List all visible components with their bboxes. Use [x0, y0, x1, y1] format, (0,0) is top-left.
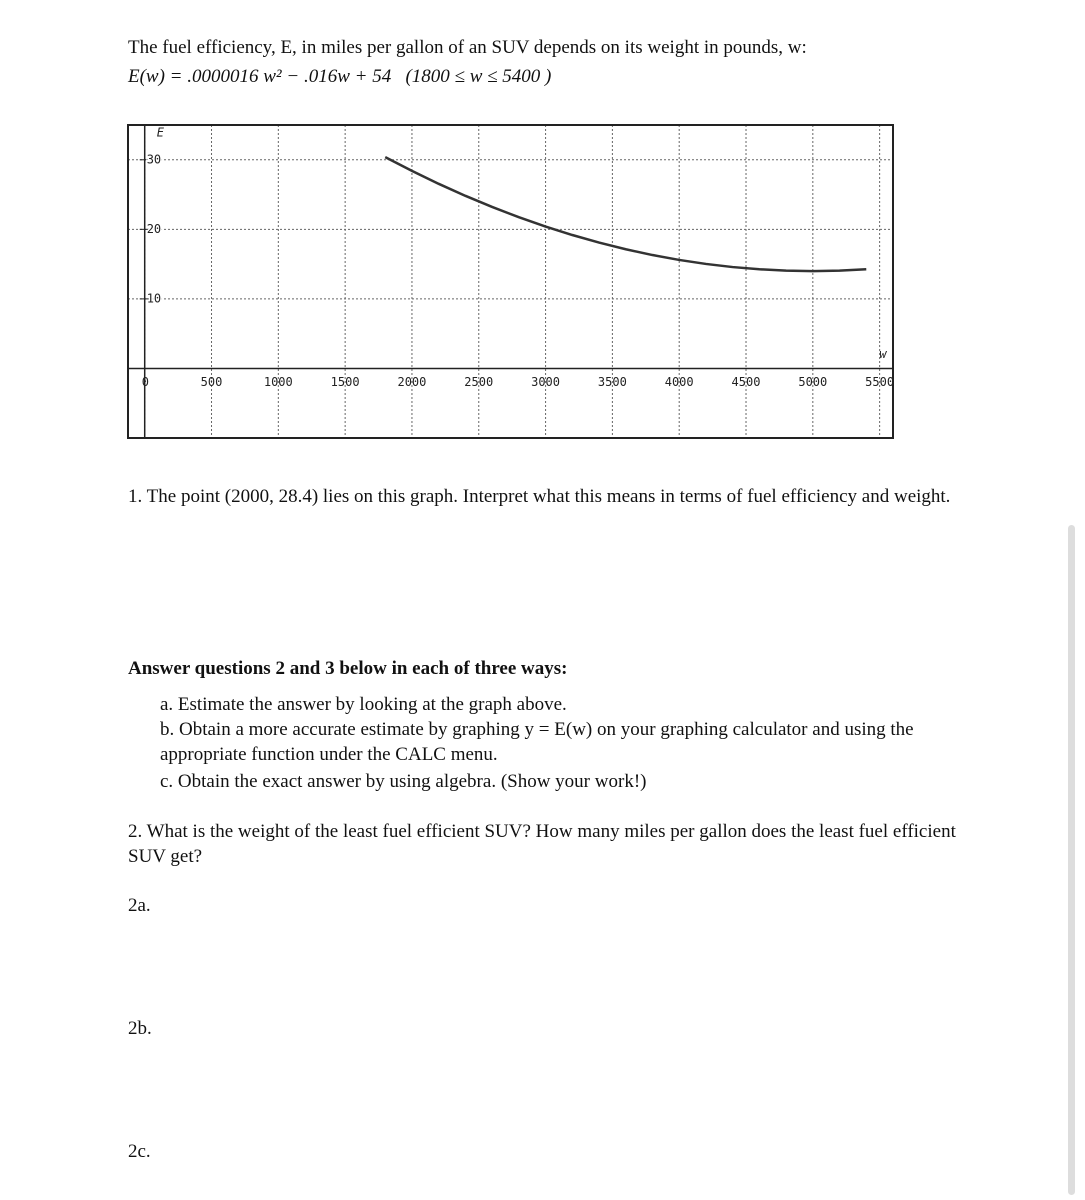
x-tick-label: 5500: [865, 375, 894, 389]
x-tick-label: 4500: [732, 375, 761, 389]
y-axis-label: E: [157, 126, 165, 140]
answer-2a: 2a.: [128, 895, 151, 916]
curve: [384, 155, 867, 273]
graph: 0500100015002000250030003500400045005000…: [127, 124, 894, 439]
formula: E(w) = .0000016 w² − .016w + 54 (1800 ≤ …: [128, 64, 551, 89]
graph-frame: [127, 124, 894, 439]
x-tick-label: 1500: [331, 375, 360, 389]
y-tick-label: 20: [147, 222, 161, 236]
question-1: 1. The point (2000, 28.4) lies on this g…: [128, 486, 951, 507]
x-tick-label: 5000: [798, 375, 827, 389]
domain: (1800 ≤ w ≤ 5400 ): [405, 66, 552, 87]
x-tick-label: 2500: [464, 375, 493, 389]
instruction-b: b. Obtain a more accurate estimate by gr…: [160, 719, 914, 765]
x-tick-label: 1000: [264, 375, 293, 389]
x-tick-label: 3500: [598, 375, 627, 389]
x-tick-label: 500: [201, 375, 223, 389]
x-tick-label: 2000: [397, 375, 426, 389]
question-2: 2. What is the weight of the least fuel …: [128, 821, 956, 867]
answer-2c: 2c.: [128, 1141, 151, 1162]
y-tick-label: 10: [147, 291, 161, 305]
formula-text: E(w) = .0000016 w² − .016w + 54: [128, 66, 392, 87]
answer-2b: 2b.: [128, 1018, 152, 1039]
x-tick-label: 4000: [665, 375, 694, 389]
instruction-a: a. Estimate the answer by looking at the…: [160, 694, 567, 715]
intro: The fuel efficiency, E, in miles per gal…: [128, 37, 807, 58]
y-tick-label: 30: [147, 152, 161, 166]
x-tick-label: 3000: [531, 375, 560, 389]
instruction-c: c. Obtain the exact answer by using alge…: [160, 771, 647, 792]
x-axis-label: w: [879, 347, 887, 361]
instructions-heading: Answer questions 2 and 3 below in each o…: [128, 658, 568, 679]
scrollbar: [1068, 525, 1075, 1195]
